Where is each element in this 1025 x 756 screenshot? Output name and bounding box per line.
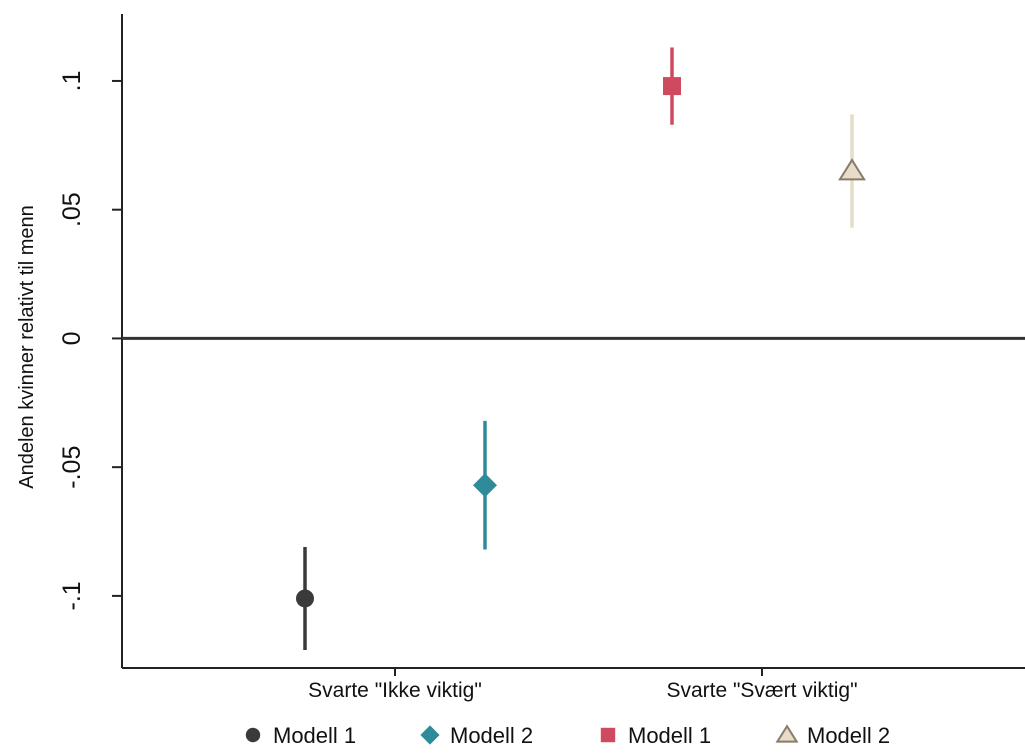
y-tick-label: 0 <box>58 331 86 345</box>
y-tick-label: -.05 <box>58 446 86 489</box>
legend-label-3: Modell 1 <box>628 723 711 748</box>
point-triangle-4 <box>838 158 866 181</box>
legend-marker-3 <box>600 727 616 743</box>
legend-label-2: Modell 2 <box>450 723 533 748</box>
y-tick-label: -.1 <box>58 581 86 610</box>
legend-marker-1 <box>245 727 261 743</box>
x-category-label: Svarte "Ikke viktig" <box>308 679 482 702</box>
point-circle-1 <box>296 589 314 608</box>
x-category-label: Svarte "Svært viktig" <box>666 679 857 702</box>
legend-marker-4 <box>775 724 799 743</box>
legend-label-1: Modell 1 <box>273 723 356 748</box>
y-tick-label: .1 <box>58 71 86 92</box>
y-axis-title: Andelen kvinner relativt til menn <box>16 205 38 488</box>
legend-label-4: Modell 2 <box>807 723 890 748</box>
point-square-3 <box>663 77 681 96</box>
legend-marker-2 <box>420 725 440 745</box>
y-tick-label: .05 <box>58 192 86 227</box>
point-diamond-2 <box>473 473 497 498</box>
